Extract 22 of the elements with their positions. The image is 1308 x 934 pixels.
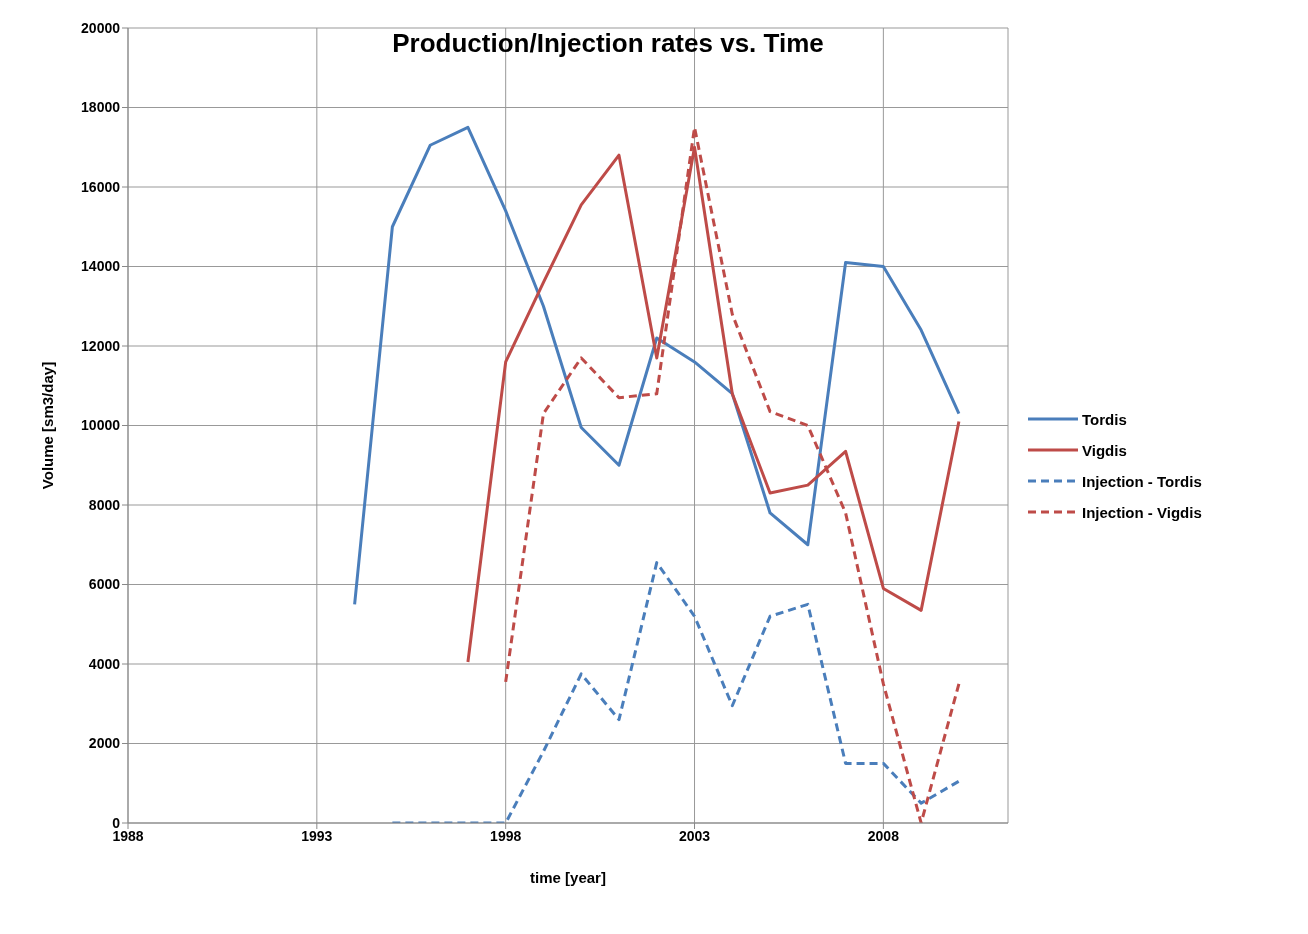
legend-label: Vigdis bbox=[1082, 441, 1127, 459]
legend-label: Injection - Vigdis bbox=[1082, 503, 1202, 521]
legend-label: Tordis bbox=[1082, 410, 1127, 428]
y-tick-label: 14000 bbox=[81, 258, 121, 275]
y-tick-label: 12000 bbox=[81, 337, 121, 354]
y-tick-label: 16000 bbox=[81, 178, 121, 195]
x-tick-label: 1998 bbox=[490, 827, 522, 844]
y-tick-label: 20000 bbox=[81, 19, 121, 36]
x-axis-title: time [year] bbox=[530, 869, 606, 886]
legend-label: Injection - Tordis bbox=[1082, 472, 1202, 490]
line-series bbox=[353, 125, 961, 606]
x-tick-label: 2008 bbox=[867, 827, 900, 844]
y-axis-title: Volume [sm3/day] bbox=[39, 361, 57, 490]
y-tick-label: 18000 bbox=[81, 99, 121, 116]
chart-title: Production/Injection rates vs. Time bbox=[391, 28, 825, 59]
y-tick-label: 4000 bbox=[88, 655, 121, 672]
y-tick-label: 10000 bbox=[81, 417, 121, 434]
y-tick-label: 6000 bbox=[88, 576, 121, 593]
y-tick-label: 2000 bbox=[88, 735, 121, 752]
x-tick-label: 1993 bbox=[301, 827, 333, 844]
y-tick-label: 8000 bbox=[88, 496, 121, 513]
x-tick-label: 2003 bbox=[678, 827, 711, 844]
